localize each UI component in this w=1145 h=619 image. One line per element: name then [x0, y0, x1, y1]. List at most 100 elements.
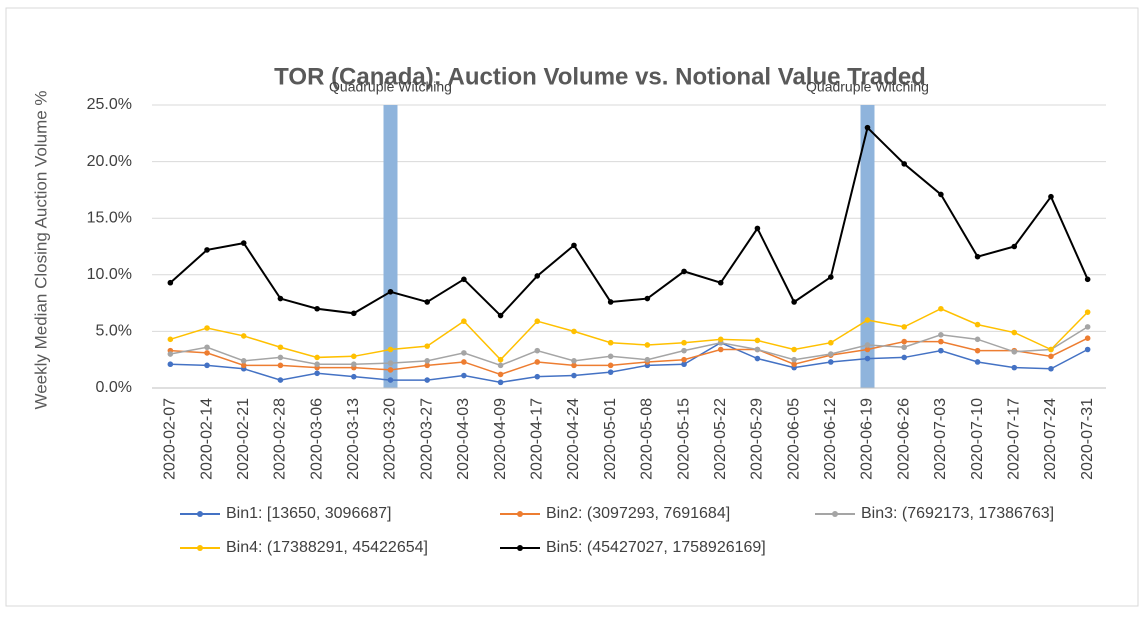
- data-point: [1011, 329, 1018, 336]
- data-point: [277, 377, 284, 383]
- data-point: [717, 336, 724, 343]
- data-point: [240, 333, 247, 339]
- data-point: [571, 358, 577, 364]
- data-point: [387, 288, 394, 295]
- data-point: [901, 324, 907, 330]
- data-point: [1048, 193, 1054, 200]
- data-point: [204, 362, 210, 369]
- x-tick-label: 2020-07-24: [1042, 398, 1059, 480]
- series-line: [170, 341, 1088, 384]
- data-point: [681, 268, 687, 275]
- legend-marker: [517, 511, 523, 517]
- data-point: [571, 242, 577, 249]
- data-point: [1084, 309, 1091, 315]
- data-point: [1084, 276, 1091, 283]
- data-point: [351, 310, 357, 317]
- data-point: [974, 359, 981, 365]
- data-point: [351, 373, 357, 380]
- data-point: [607, 299, 614, 305]
- data-point: [534, 359, 541, 365]
- annotation: Quadruple Witching: [329, 79, 452, 95]
- data-point: [387, 377, 394, 383]
- legend-label: Bin5: (45427027, 1758926169]: [546, 539, 766, 556]
- data-point: [534, 373, 541, 380]
- x-tick-label: 2020-07-17: [1005, 398, 1022, 480]
- series-line: [170, 307, 1089, 361]
- data-point: [1084, 335, 1091, 341]
- data-point: [1011, 348, 1018, 355]
- data-point: [754, 355, 761, 362]
- data-point: [351, 353, 357, 360]
- data-point: [1011, 364, 1018, 371]
- data-point: [974, 347, 981, 354]
- x-tick-label: 2020-02-14: [198, 398, 215, 480]
- y-tick-label: 15.0%: [87, 209, 132, 226]
- data-point: [424, 362, 430, 369]
- legend-marker: [197, 545, 203, 551]
- data-point: [938, 331, 944, 338]
- data-point: [681, 339, 687, 346]
- x-tick-label: 2020-04-09: [492, 398, 509, 480]
- data-point: [387, 360, 394, 366]
- data-point: [351, 361, 357, 368]
- data-point: [717, 346, 724, 353]
- data-point: [791, 299, 797, 305]
- x-tick-label: 2020-02-07: [162, 398, 179, 480]
- data-point: [607, 353, 614, 360]
- highlight-band: [860, 105, 875, 388]
- data-point: [1048, 346, 1054, 353]
- data-point: [424, 343, 430, 349]
- x-tick-label: 2020-02-28: [272, 398, 289, 480]
- x-tick-label: 2020-05-22: [712, 398, 729, 480]
- legend-marker: [197, 511, 203, 517]
- data-point: [167, 351, 174, 357]
- data-point: [497, 362, 504, 369]
- data-point: [314, 361, 320, 368]
- x-tick-label: 2020-06-05: [785, 398, 802, 480]
- x-tick-label: 2020-07-31: [1079, 398, 1096, 480]
- data-point: [828, 359, 834, 365]
- data-point: [204, 247, 210, 253]
- legend-label: Bin4: (17388291, 45422654]: [226, 539, 428, 556]
- x-tick-label: 2020-06-19: [859, 398, 876, 480]
- data-point: [901, 338, 907, 345]
- data-point: [681, 356, 687, 363]
- x-tick-label: 2020-03-06: [308, 398, 325, 480]
- data-point: [461, 318, 467, 325]
- data-point: [534, 318, 541, 325]
- x-tick-label: 2020-06-12: [822, 398, 839, 480]
- data-point: [277, 344, 284, 351]
- data-point: [461, 372, 467, 379]
- x-tick-label: 2020-07-10: [969, 398, 986, 480]
- y-tick-label: 5.0%: [96, 323, 132, 340]
- x-tick-label: 2020-05-08: [639, 398, 656, 480]
- data-point: [938, 338, 944, 345]
- legend-label: Bin2: (3097293, 7691684]: [546, 505, 730, 522]
- chart-title: TOR (Canada): Auction Volume vs. Notiona…: [274, 63, 926, 90]
- y-tick-label: 20.0%: [87, 153, 132, 170]
- data-point: [828, 351, 834, 357]
- x-tick-label: 2020-06-26: [895, 398, 912, 480]
- data-point: [974, 321, 981, 328]
- data-point: [571, 328, 577, 335]
- chart-border: [5, 7, 1139, 607]
- data-point: [424, 377, 430, 383]
- data-point: [681, 347, 687, 354]
- data-point: [791, 361, 797, 368]
- data-point: [864, 342, 871, 348]
- data-point: [754, 225, 761, 232]
- data-point: [938, 347, 944, 354]
- series-line: [169, 125, 1089, 317]
- data-point: [901, 354, 907, 361]
- data-point: [1048, 365, 1054, 372]
- x-tick-label: 2020-04-03: [455, 398, 472, 480]
- data-point: [240, 240, 247, 246]
- data-point: [938, 305, 944, 312]
- data-point: [864, 355, 871, 362]
- data-point: [167, 279, 174, 286]
- data-point: [974, 253, 981, 260]
- x-tick-label: 2020-02-21: [235, 398, 252, 480]
- data-point: [497, 379, 504, 386]
- x-tick-label: 2020-03-20: [382, 398, 399, 480]
- data-point: [754, 346, 761, 353]
